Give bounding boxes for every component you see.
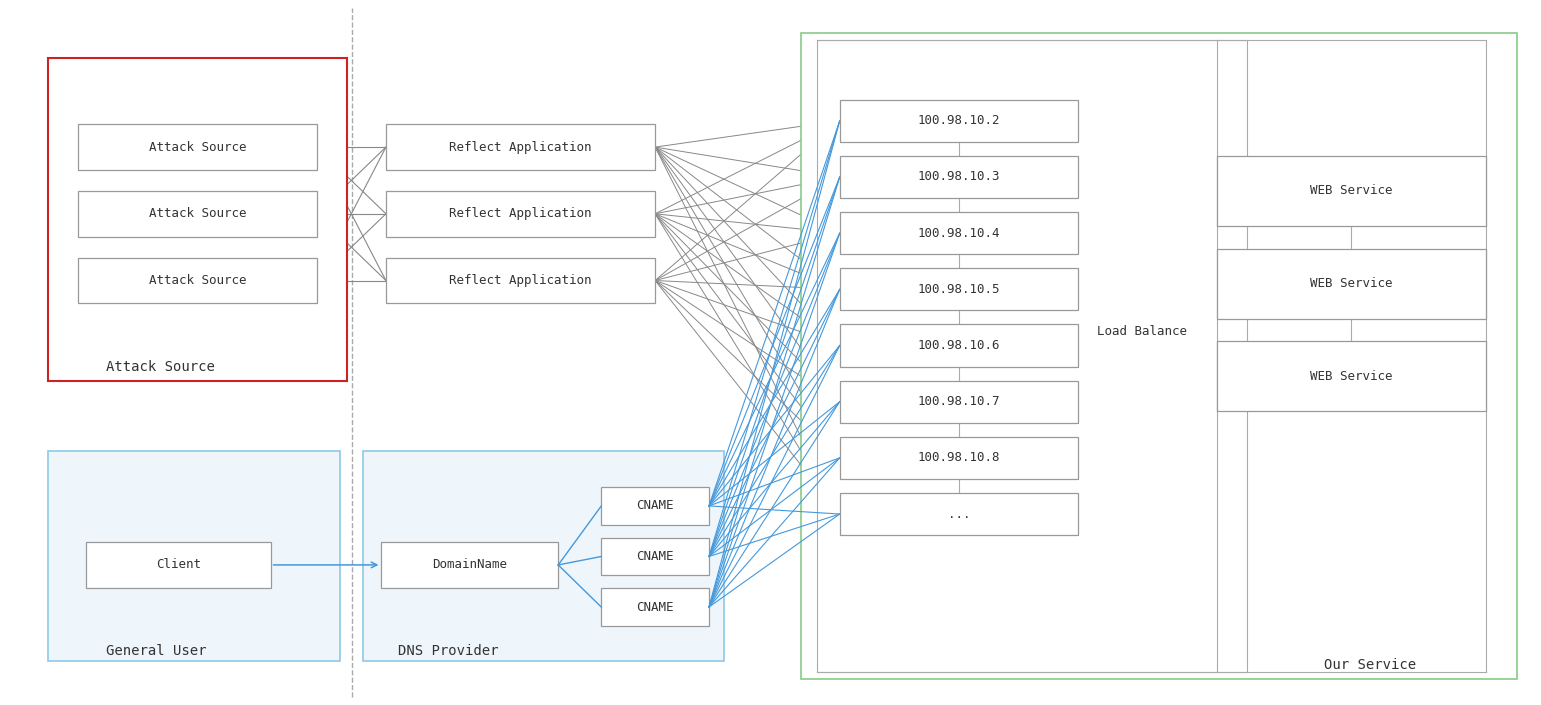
Text: Client: Client [156,558,200,572]
Bar [48,58,347,381]
Text: 100.98.10.5: 100.98.10.5 [918,283,1000,296]
Text: Attack Source: Attack Source [149,274,247,287]
Text: 100.98.10.6: 100.98.10.6 [918,339,1000,352]
Bar [1216,341,1486,412]
Bar [840,99,1079,142]
Text: DNS Provider: DNS Provider [398,644,499,658]
Text: ...: ... [948,508,971,520]
Bar [840,324,1079,367]
Bar [601,589,709,625]
Bar [381,542,558,588]
Text: WEB Service: WEB Service [1310,185,1393,197]
Bar [840,156,1079,198]
Bar [385,258,655,303]
Text: Attack Source: Attack Source [106,360,214,374]
Text: DomainName: DomainName [433,558,507,572]
Text: 100.98.10.3: 100.98.10.3 [918,171,1000,183]
Bar [385,191,655,237]
Bar [840,437,1079,479]
Bar [385,124,655,170]
Bar [801,33,1516,679]
Text: WEB Service: WEB Service [1310,277,1393,290]
Text: CNAME: CNAME [636,601,673,613]
Bar [817,40,1247,672]
Bar [601,538,709,575]
Text: Reflect Application: Reflect Application [450,140,592,154]
Bar [86,542,271,588]
Bar [79,258,317,303]
Bar [1216,249,1486,319]
Text: Our Service: Our Service [1324,658,1416,672]
Bar [840,212,1079,255]
Text: Attack Source: Attack Source [149,140,247,154]
Bar [601,487,709,525]
Text: Load Balance: Load Balance [1097,325,1187,338]
Bar [840,268,1079,310]
Text: General User: General User [106,644,206,658]
Text: CNAME: CNAME [636,550,673,563]
Bar [48,450,341,661]
Text: WEB Service: WEB Service [1310,370,1393,383]
Bar [840,493,1079,535]
Bar [362,450,724,661]
Bar [840,381,1079,423]
Text: 100.98.10.2: 100.98.10.2 [918,114,1000,128]
Bar [79,191,317,237]
Bar [79,124,317,170]
Text: 100.98.10.4: 100.98.10.4 [918,226,1000,240]
Text: 100.98.10.7: 100.98.10.7 [918,396,1000,408]
Text: CNAME: CNAME [636,499,673,513]
Text: Reflect Application: Reflect Application [450,274,592,287]
Text: 100.98.10.8: 100.98.10.8 [918,451,1000,465]
Text: Attack Source: Attack Source [149,207,247,220]
Text: Reflect Application: Reflect Application [450,207,592,220]
Bar [1216,156,1486,226]
